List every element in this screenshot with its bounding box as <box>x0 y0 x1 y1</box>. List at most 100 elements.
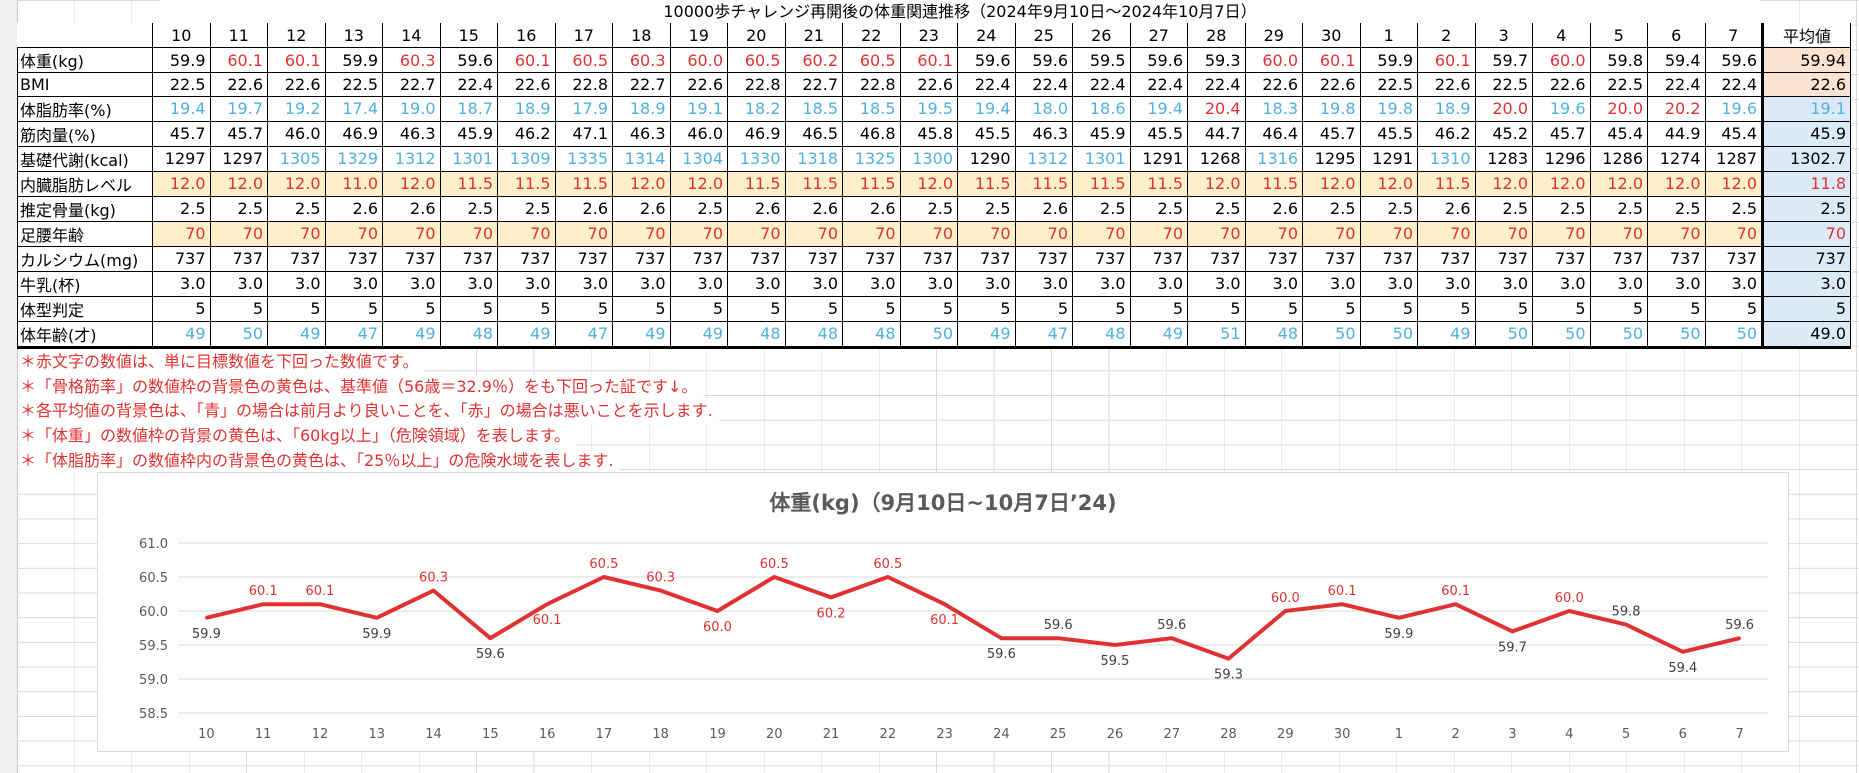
table-cell[interactable]: 5 <box>497 295 556 322</box>
table-cell[interactable]: 2.5 <box>1072 195 1131 222</box>
table-cell[interactable]: 11.5 <box>1244 170 1303 197</box>
table-cell[interactable]: 22.5 <box>152 72 211 97</box>
table-cell[interactable]: 2.5 <box>209 195 268 222</box>
table-cell[interactable]: 5 <box>1589 295 1648 322</box>
table-cell[interactable]: 48 <box>842 320 901 349</box>
table-cell[interactable]: 2.6 <box>612 195 671 222</box>
date-header[interactable]: 16 <box>497 23 556 48</box>
table-cell[interactable]: 70 <box>1187 220 1246 247</box>
row-label[interactable]: 体脂肪率(%) <box>17 95 153 122</box>
table-cell[interactable]: 737 <box>1359 245 1418 272</box>
table-cell[interactable]: 60.3 <box>612 47 671 73</box>
table-cell[interactable]: 1335 <box>554 145 613 172</box>
row-label[interactable]: 体年齢(才) <box>17 320 153 349</box>
table-cell[interactable]: 12.0 <box>1704 170 1763 197</box>
table-cell[interactable]: 45.7 <box>1532 120 1591 147</box>
table-cell[interactable]: 1305 <box>267 145 326 172</box>
table-cell[interactable]: 737 <box>324 245 383 272</box>
table-cell[interactable]: 2.5 <box>899 195 958 222</box>
table-cell[interactable]: 737 <box>1417 245 1476 272</box>
table-cell[interactable]: 2.6 <box>1417 195 1476 222</box>
table-cell[interactable]: 12.0 <box>1474 170 1533 197</box>
table-cell[interactable]: 3.0 <box>1072 270 1131 297</box>
table-cell[interactable]: 5 <box>1474 295 1533 322</box>
table-cell[interactable]: 3.0 <box>784 270 843 297</box>
table-cell[interactable]: 70 <box>612 220 671 247</box>
table-cell[interactable]: 2.6 <box>1244 195 1303 222</box>
table-cell[interactable]: 1291 <box>1359 145 1418 172</box>
table-cell[interactable]: 5 <box>439 295 498 322</box>
table-cell[interactable]: 60.1 <box>209 47 268 73</box>
table-cell[interactable]: 12.0 <box>382 170 441 197</box>
table-cell[interactable]: 22.6 <box>1417 72 1476 97</box>
table-cell[interactable]: 70 <box>957 220 1016 247</box>
table-cell[interactable]: 45.9 <box>1072 120 1131 147</box>
date-header[interactable]: 22 <box>842 23 901 48</box>
table-cell[interactable]: 5 <box>957 295 1016 322</box>
table-cell[interactable]: 737 <box>439 245 498 272</box>
table-cell[interactable]: 22.5 <box>1359 72 1418 97</box>
table-cell[interactable]: 5 <box>267 295 326 322</box>
table-cell[interactable]: 11.5 <box>727 170 786 197</box>
table-cell[interactable]: 737 <box>669 245 728 272</box>
table-cell[interactable]: 50 <box>1359 320 1418 349</box>
table-cell[interactable]: 1300 <box>899 145 958 172</box>
table-cell[interactable]: 70 <box>899 220 958 247</box>
table-cell[interactable]: 5 <box>1129 295 1188 322</box>
table-cell[interactable]: 11.5 <box>1014 170 1073 197</box>
table-cell[interactable]: 3.0 <box>727 270 786 297</box>
table-cell[interactable]: 70 <box>1589 220 1648 247</box>
table-cell[interactable]: 2.6 <box>554 195 613 222</box>
table-cell[interactable]: 50 <box>899 320 958 349</box>
table-cell[interactable]: 12.0 <box>209 170 268 197</box>
table-cell[interactable]: 19.4 <box>152 95 211 122</box>
table-cell[interactable]: 70 <box>842 220 901 247</box>
table-cell[interactable]: 48 <box>1244 320 1303 349</box>
table-cell[interactable]: 50 <box>1647 320 1706 349</box>
table-cell[interactable]: 45.5 <box>1359 120 1418 147</box>
table-cell[interactable]: 3.0 <box>957 270 1016 297</box>
table-cell[interactable]: 3.0 <box>1187 270 1246 297</box>
row-label[interactable]: 体重(kg) <box>17 47 153 73</box>
table-cell[interactable]: 12.0 <box>1302 170 1361 197</box>
table-cell[interactable]: 737 <box>1704 245 1763 272</box>
table-cell[interactable]: 3.0 <box>1129 270 1188 297</box>
table-cell[interactable]: 49 <box>669 320 728 349</box>
table-cell[interactable]: 70 <box>439 220 498 247</box>
table-cell[interactable]: 737 <box>1244 245 1303 272</box>
table-cell[interactable]: 70 <box>209 220 268 247</box>
table-cell[interactable]: 70 <box>554 220 613 247</box>
table-cell[interactable]: 22.6 <box>669 72 728 97</box>
table-cell[interactable]: 5 <box>1647 295 1706 322</box>
table-cell[interactable]: 3.0 <box>554 270 613 297</box>
table-cell[interactable]: 70 <box>727 220 786 247</box>
table-cell[interactable]: 11.5 <box>439 170 498 197</box>
table-cell[interactable]: 5 <box>1187 295 1246 322</box>
table-cell[interactable]: 48 <box>1072 320 1131 349</box>
table-cell[interactable]: 19.1 <box>669 95 728 122</box>
table-cell[interactable]: 3.0 <box>267 270 326 297</box>
table-cell[interactable]: 18.0 <box>1014 95 1073 122</box>
table-cell[interactable]: 19.6 <box>1532 95 1591 122</box>
table-cell[interactable]: 45.4 <box>1704 120 1763 147</box>
table-cell[interactable]: 17.9 <box>554 95 613 122</box>
table-cell[interactable]: 70 <box>1532 220 1591 247</box>
table-cell[interactable]: 59.6 <box>1014 47 1073 73</box>
table-cell[interactable]: 60.0 <box>669 47 728 73</box>
table-cell[interactable]: 737 <box>1302 245 1361 272</box>
table-cell[interactable]: 18.5 <box>784 95 843 122</box>
table-cell[interactable]: 70 <box>1359 220 1418 247</box>
average-cell[interactable]: 59.94 <box>1761 47 1851 73</box>
date-header[interactable]: 12 <box>267 23 326 48</box>
table-cell[interactable]: 22.4 <box>957 72 1016 97</box>
table-cell[interactable]: 2.6 <box>1014 195 1073 222</box>
table-cell[interactable]: 5 <box>1417 295 1476 322</box>
date-header[interactable]: 21 <box>784 23 843 48</box>
table-cell[interactable]: 3.0 <box>1532 270 1591 297</box>
table-cell[interactable]: 1296 <box>1532 145 1591 172</box>
table-cell[interactable]: 3.0 <box>669 270 728 297</box>
table-cell[interactable]: 59.6 <box>1704 47 1763 73</box>
table-cell[interactable]: 46.2 <box>497 120 556 147</box>
table-cell[interactable]: 46.3 <box>382 120 441 147</box>
table-cell[interactable]: 60.1 <box>899 47 958 73</box>
